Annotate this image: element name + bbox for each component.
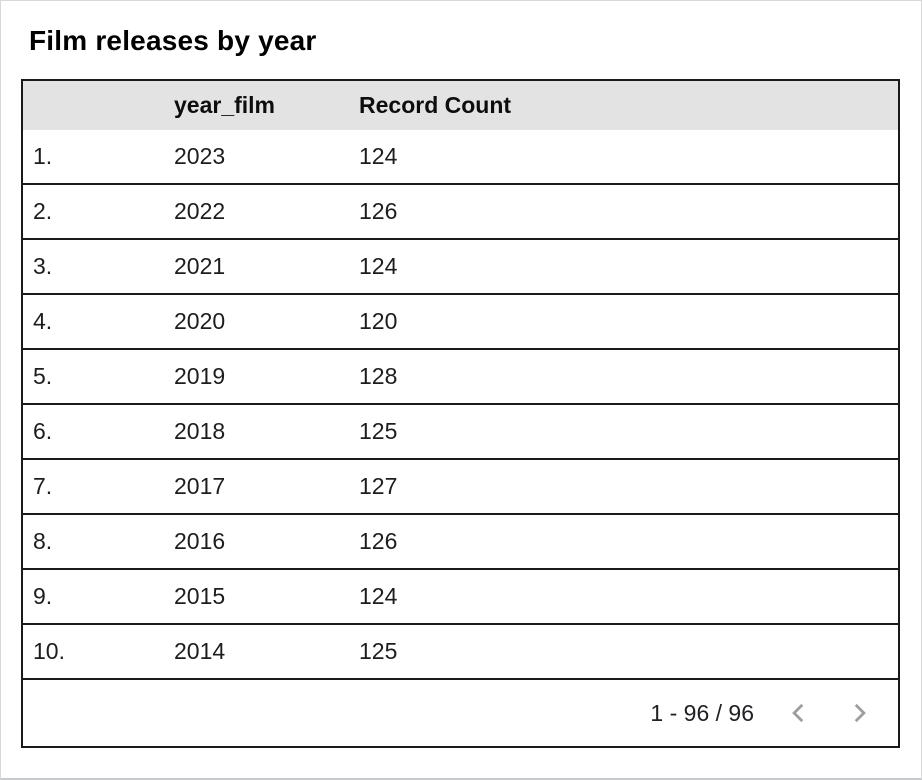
row-index-cell: 2. (33, 198, 53, 224)
row-year-film-cell: 2023 (174, 143, 226, 169)
chevron-right-icon (846, 700, 872, 726)
row-year-film-cell: 2017 (174, 473, 226, 499)
table-row[interactable]: 4. 2020 120 (23, 295, 898, 350)
row-record-count-cell: 120 (359, 308, 398, 334)
header-cell-record-count[interactable]: Record Count (359, 92, 512, 118)
row-record-count-cell: 128 (359, 363, 398, 389)
row-index-cell: 7. (33, 473, 53, 499)
row-record-count-cell: 124 (359, 143, 398, 169)
row-index-cell: 3. (33, 253, 53, 279)
table-row[interactable]: 3. 2021 124 (23, 240, 898, 295)
pagination-range-label: 1 - 96 / 96 (650, 699, 754, 726)
row-year-film-cell: 2015 (174, 583, 226, 609)
row-record-count-cell: 124 (359, 583, 398, 609)
row-year-film-cell: 2014 (174, 638, 226, 664)
row-year-film-cell: 2019 (174, 363, 226, 389)
row-record-count-cell: 124 (359, 253, 398, 279)
row-index-cell: 9. (33, 583, 53, 609)
row-index-cell: 4. (33, 308, 53, 334)
film-releases-table: year_film Record Count 1. 2023 124 2. 20… (21, 79, 900, 748)
row-index-cell: 10. (33, 638, 65, 664)
table-footer-row: 1 - 96 / 96 (23, 680, 898, 746)
row-index-cell: 5. (33, 363, 53, 389)
row-index-cell: 6. (33, 418, 53, 444)
row-year-film-cell: 2021 (174, 253, 226, 279)
row-year-film-cell: 2018 (174, 418, 226, 444)
row-record-count-cell: 125 (359, 638, 398, 664)
table-row[interactable]: 6. 2018 125 (23, 405, 898, 460)
chevron-left-icon (786, 700, 812, 726)
row-index-cell: 1. (33, 143, 53, 169)
row-record-count-cell: 127 (359, 473, 398, 499)
table-row[interactable]: 7. 2017 127 (23, 460, 898, 515)
table-row[interactable]: 2. 2022 126 (23, 185, 898, 240)
pagination-prev-button[interactable] (784, 698, 814, 728)
row-record-count-cell: 125 (359, 418, 398, 444)
row-record-count-cell: 126 (359, 528, 398, 554)
table-row[interactable]: 10. 2014 125 (23, 625, 898, 680)
table-row[interactable]: 9. 2015 124 (23, 570, 898, 625)
table-row[interactable]: 1. 2023 124 (23, 130, 898, 185)
table-row[interactable]: 8. 2016 126 (23, 515, 898, 570)
table-header-row: year_film Record Count (23, 81, 898, 130)
pagination-next-button[interactable] (844, 698, 874, 728)
header-cell-year-film[interactable]: year_film (174, 92, 276, 118)
table-body: 1. 2023 124 2. 2022 126 3. 2021 124 4. 2… (23, 130, 898, 680)
row-year-film-cell: 2016 (174, 528, 226, 554)
row-year-film-cell: 2020 (174, 308, 226, 334)
row-year-film-cell: 2022 (174, 198, 226, 224)
page-title: Film releases by year (29, 25, 317, 56)
row-index-cell: 8. (33, 528, 53, 554)
table-row[interactable]: 5. 2019 128 (23, 350, 898, 405)
row-record-count-cell: 126 (359, 198, 398, 224)
